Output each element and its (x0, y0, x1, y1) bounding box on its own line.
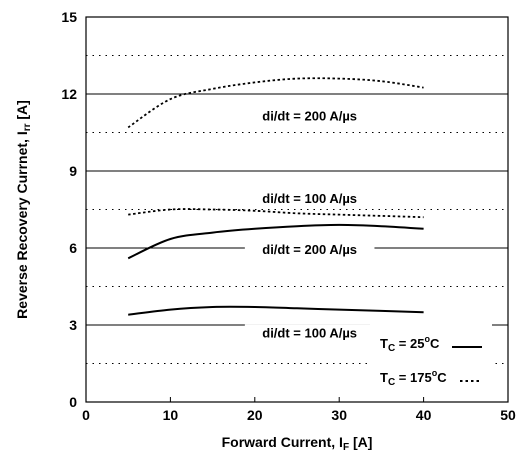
series-line-2 (128, 208, 424, 219)
y-tick-label: 6 (69, 240, 77, 256)
series-line-1 (127, 77, 424, 129)
annotation-3: di/dt = 200 A/µs (262, 242, 357, 257)
y-axis-label: Reverse Recovery Currnet, Irr [A] (14, 100, 33, 319)
annotation-4: di/dt = 100 A/µs (262, 326, 357, 341)
y-tick-label: 9 (69, 163, 77, 179)
annotation-bg (244, 107, 375, 125)
annotation-bg (244, 324, 375, 342)
data-series (127, 77, 424, 316)
annotations: di/dt = 200 A/µs di/dt = 100 A/µs di/dt = … (244, 107, 375, 342)
annotation-2: di/dt = 100 A/µs (262, 191, 357, 206)
annotation-bg (244, 241, 375, 259)
y-tick-label: 0 (69, 394, 77, 410)
plot-frame (85, 16, 509, 403)
legend-label-2: TC = 175oC (380, 368, 447, 388)
grid-lines (86, 55, 508, 364)
x-tick-label: 40 (416, 407, 432, 423)
x-tick-label: 10 (163, 407, 179, 423)
x-tick-label: 50 (500, 407, 516, 423)
x-tick-label: 0 (82, 407, 90, 423)
y-tick-label: 15 (61, 9, 77, 25)
y-tick-label: 3 (69, 317, 77, 333)
annotation-bg (244, 189, 375, 207)
x-axis-label: Forward Current, IF [A] (222, 434, 373, 453)
series-line-4 (128, 305, 424, 316)
y-tick-label: 12 (61, 86, 77, 102)
annotation-1: di/dt = 200 A/µs (262, 109, 357, 124)
legend-label-1: TC = 25oC (380, 334, 440, 354)
legend: TC = 25oC TC = 175oC (370, 322, 492, 394)
x-tick-label: 20 (247, 407, 263, 423)
x-tick-label: 30 (331, 407, 347, 423)
axis-ticks: 0 10 20 30 40 50 0 3 6 9 12 15 (61, 9, 516, 423)
series-line-3 (127, 223, 424, 260)
